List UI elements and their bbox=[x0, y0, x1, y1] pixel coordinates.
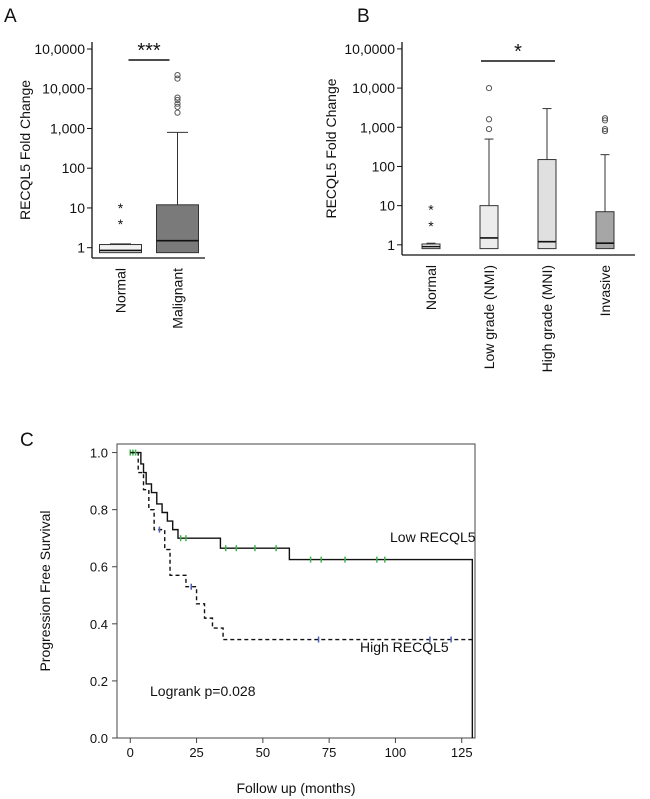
category-label: High grade (MNI) bbox=[539, 265, 555, 372]
series-label-low: Low RECQL5 bbox=[390, 529, 476, 545]
y-tick-label: 100 bbox=[372, 158, 396, 174]
survival-plot-panel-c: 0.0 0.2 0.4 0.6 0.8 1.0 0 25 50 75 100 125 Follow up… bbox=[37, 443, 476, 796]
y-tick-label: 1,000 bbox=[50, 120, 85, 136]
y-tick-label: 0.8 bbox=[90, 503, 108, 518]
plot-frame bbox=[116, 443, 476, 739]
survival-curve-high bbox=[130, 451, 473, 641]
significance-stars: *** bbox=[137, 40, 161, 62]
category-label: Malignant bbox=[170, 268, 186, 329]
y-tick-label: 0.4 bbox=[90, 617, 108, 632]
significance-stars: * bbox=[514, 41, 522, 63]
outlier-point bbox=[174, 94, 181, 101]
y-tick-label: 10,000 bbox=[352, 80, 395, 96]
boxplot-panel-a: 1 10 100 1,000 10,000 10,0000 RECQL5 Fold Chan… bbox=[17, 40, 205, 329]
extreme-point: * bbox=[428, 201, 434, 217]
extreme-point: * bbox=[428, 218, 434, 234]
outlier-point bbox=[174, 109, 181, 116]
y-tick-label: 0.2 bbox=[90, 674, 108, 689]
x-tick-label: 0 bbox=[127, 745, 134, 760]
boxplot-panel-b: 1 10 100 1,000 10,000 10,0000 RECQL5 Fold Chan… bbox=[323, 41, 635, 372]
outlier-point bbox=[485, 125, 493, 133]
outlier-point bbox=[174, 72, 181, 79]
x-tick-label: 25 bbox=[189, 745, 203, 760]
panel-label-a: A bbox=[4, 6, 17, 27]
box bbox=[156, 204, 199, 254]
logrank-annotation: Logrank p=0.028 bbox=[150, 683, 256, 699]
y-tick-label: 10,000 bbox=[42, 81, 85, 97]
y-tick-label: 1 bbox=[387, 237, 395, 253]
box bbox=[537, 159, 557, 250]
y-tick-label: 1,000 bbox=[360, 119, 395, 135]
y-axis-label: RECQL5 Fold Change bbox=[323, 78, 339, 218]
y-tick-label: 10 bbox=[69, 200, 85, 216]
x-tick-label: 100 bbox=[385, 745, 407, 760]
y-tick-label: 0.6 bbox=[90, 560, 108, 575]
extreme-point: * bbox=[118, 200, 124, 216]
outlier-point bbox=[174, 103, 181, 110]
outlier-point bbox=[174, 75, 181, 82]
y-tick-label: 0.0 bbox=[90, 731, 108, 746]
outlier-point bbox=[601, 125, 609, 133]
panel-label-c: C bbox=[20, 430, 34, 451]
series-label-high: High RECQL5 bbox=[360, 639, 449, 655]
survival-curve-low bbox=[130, 451, 474, 738]
outlier-point bbox=[174, 96, 181, 104]
panel-label-b: B bbox=[357, 6, 370, 27]
outlier-point bbox=[601, 115, 609, 122]
outlier-point bbox=[485, 84, 493, 92]
y-tick-label: 10,0000 bbox=[34, 41, 85, 57]
outlier-point bbox=[174, 100, 181, 107]
extreme-point: * bbox=[118, 216, 124, 232]
category-label: Normal bbox=[113, 268, 129, 313]
category-label: Low grade (NMI) bbox=[481, 265, 497, 369]
y-axis-label: Progression Free Survival bbox=[37, 510, 53, 671]
y-tick-label: 1.0 bbox=[90, 446, 108, 461]
x-tick-label: 125 bbox=[451, 745, 473, 760]
outlier-point bbox=[601, 127, 609, 135]
x-tick-label: 75 bbox=[322, 745, 336, 760]
y-axis-label: RECQL5 Fold Change bbox=[17, 80, 33, 220]
box bbox=[595, 211, 615, 250]
y-tick-label: 100 bbox=[62, 160, 86, 176]
box bbox=[479, 205, 499, 250]
y-tick-label: 10,0000 bbox=[344, 41, 395, 57]
y-tick-label: 10 bbox=[379, 198, 395, 214]
box bbox=[99, 244, 142, 254]
outlier-point bbox=[485, 116, 493, 123]
category-label: Normal bbox=[423, 265, 439, 310]
x-axis-label: Follow up (months) bbox=[236, 780, 355, 796]
outlier-point bbox=[601, 117, 609, 124]
x-tick-label: 50 bbox=[256, 745, 270, 760]
y-tick-label: 1 bbox=[77, 240, 85, 256]
category-label: Invasive bbox=[597, 265, 613, 317]
